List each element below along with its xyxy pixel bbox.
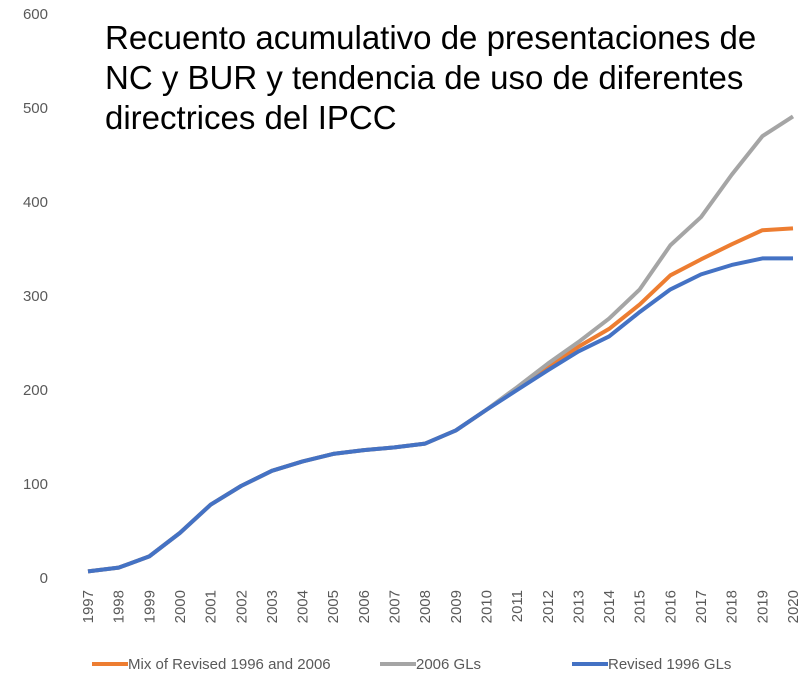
x-tick-label: 2007 bbox=[387, 590, 404, 623]
x-tick-label: 2009 bbox=[448, 590, 465, 623]
x-tick-label: 2011 bbox=[509, 590, 526, 622]
x-tick-label: 2002 bbox=[233, 590, 250, 623]
x-tick-label: 2014 bbox=[601, 590, 618, 623]
x-tick-label: 2008 bbox=[417, 590, 434, 623]
x-tick-label: 2001 bbox=[203, 590, 220, 623]
legend-label: Mix of Revised 1996 and 2006 bbox=[128, 656, 331, 673]
x-tick-label: 2003 bbox=[264, 590, 281, 623]
x-tick-label: 2016 bbox=[662, 590, 679, 623]
y-tick-label: 400 bbox=[23, 194, 48, 211]
chart-title: Recuento acumulativo de presentaciones d… bbox=[105, 19, 757, 136]
legend-label: Revised 1996 GLs bbox=[608, 656, 731, 673]
x-tick-label: 1998 bbox=[111, 590, 128, 623]
y-tick-label: 500 bbox=[23, 100, 48, 117]
x-tick-label: 2017 bbox=[693, 590, 710, 623]
y-tick-label: 0 bbox=[40, 570, 48, 587]
x-tick-label: 1999 bbox=[141, 590, 158, 623]
x-tick-label: 2012 bbox=[540, 590, 557, 623]
y-tick-label: 100 bbox=[23, 476, 48, 493]
x-tick-label: 2004 bbox=[295, 590, 312, 623]
x-tick-label: 2019 bbox=[754, 590, 771, 623]
x-tick-label: 2015 bbox=[632, 590, 649, 623]
series-line bbox=[87, 114, 795, 574]
x-tick-label: 2010 bbox=[478, 590, 495, 623]
x-tick-label: 2000 bbox=[172, 590, 189, 623]
legend-label: 2006 GLs bbox=[416, 656, 481, 673]
x-tick-label: 2005 bbox=[325, 590, 342, 623]
x-tick-label: 2013 bbox=[570, 590, 587, 623]
x-tick-label: 2006 bbox=[356, 590, 373, 623]
x-tick-label: 2020 bbox=[785, 590, 802, 623]
x-tick-label: 1997 bbox=[80, 590, 97, 623]
y-tick-label: 200 bbox=[23, 382, 48, 399]
x-tick-label: 2018 bbox=[724, 590, 741, 623]
series-line bbox=[87, 256, 793, 574]
y-tick-label: 600 bbox=[23, 6, 48, 23]
y-tick-label: 300 bbox=[23, 288, 48, 305]
